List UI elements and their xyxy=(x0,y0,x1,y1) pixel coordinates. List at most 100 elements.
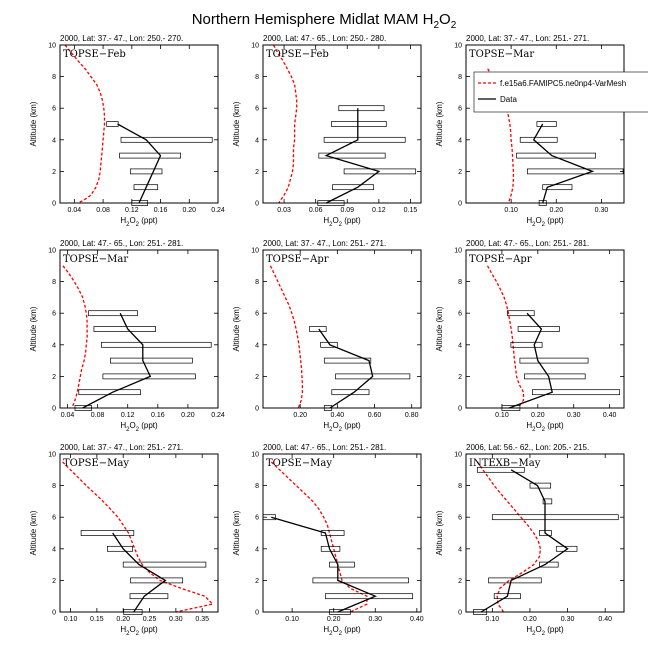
x-tick-label: 0.04 xyxy=(68,207,82,214)
x-tick-label: 0.15 xyxy=(404,207,418,214)
panel-header: 2000, Lat: 47.- 65., Lon: 251.- 281. xyxy=(466,239,589,248)
y-axis-label: Altitude (km) xyxy=(232,101,241,146)
y-tick-label: 8 xyxy=(52,279,56,286)
y-tick-label: 4 xyxy=(52,137,56,144)
figure-title: Northern Hemisphere Midlat MAM H2O2 xyxy=(192,11,457,31)
y-tick-label: 8 xyxy=(255,483,259,490)
y-tick-label: 4 xyxy=(458,137,462,144)
x-axis-label-part: 2 xyxy=(126,427,130,433)
obs-range-box xyxy=(536,121,557,127)
y-tick-label: 0 xyxy=(458,201,462,208)
title-main: Northern Hemisphere Midlat MAM H xyxy=(192,11,434,28)
obs-range-box xyxy=(338,105,385,112)
y-tick-label: 6 xyxy=(255,311,259,318)
y-tick-label: 2 xyxy=(52,578,56,585)
y-tick-label: 0 xyxy=(255,406,259,413)
x-axis-label-part: 2 xyxy=(339,631,343,637)
x-axis-label-part: H xyxy=(526,421,532,430)
plot-frame xyxy=(262,44,422,204)
obs-range-box xyxy=(107,545,134,552)
y-tick-label: 4 xyxy=(255,137,259,144)
panel-tag: TOPSE−Mar xyxy=(63,254,128,265)
obs-range-box xyxy=(106,121,119,127)
x-tick-label: 0.80 xyxy=(405,412,419,419)
panel-9: 2006, Lat: 56.- 62., Lon: 205.- 215. 0.10… xyxy=(435,443,625,637)
y-tick-label: 4 xyxy=(255,546,259,553)
obs-range-box xyxy=(312,577,409,584)
y-tick-label: 2 xyxy=(458,169,462,176)
x-tick-label: 0.24 xyxy=(211,207,225,214)
y-tick-label: 8 xyxy=(255,74,259,81)
obs-range-box xyxy=(325,593,414,600)
x-tick-label: 0.20 xyxy=(549,207,563,214)
obs-range-box xyxy=(519,357,589,364)
x-tick-label: 0.30 xyxy=(169,616,183,623)
y-tick-label: 8 xyxy=(458,483,462,490)
y-tick-label: 10 xyxy=(251,43,259,50)
panel-tag: TOPSE−Apr xyxy=(266,254,329,265)
x-axis-label-part: O xyxy=(129,216,135,225)
x-axis-label-part: 2 xyxy=(136,222,140,228)
obs-range-box xyxy=(78,389,141,396)
legend-model-label: f.e15a6.FAMIPC5.ne0np4-VarMesh xyxy=(500,79,626,88)
model-line xyxy=(272,44,298,204)
obs-line xyxy=(324,108,381,204)
y-tick-label: 10 xyxy=(48,43,56,50)
x-axis-label-part: H xyxy=(120,216,126,225)
obs-range-box xyxy=(524,373,586,380)
plot-frame xyxy=(262,249,422,409)
x-tick-label: 0.20 xyxy=(327,616,341,623)
y-tick-label: 2 xyxy=(255,374,259,381)
x-tick-label: 0.16 xyxy=(151,412,165,419)
legend-box xyxy=(473,71,648,113)
obs-line xyxy=(508,312,553,409)
obs-range-box xyxy=(542,184,573,191)
obs-range-box xyxy=(323,357,372,364)
x-tick-label: 0.08 xyxy=(96,207,110,214)
obs-line xyxy=(82,312,152,409)
plot-frame xyxy=(465,453,625,613)
obs-range-box xyxy=(129,593,169,600)
plot-frame xyxy=(59,453,219,613)
x-axis-label: H2O2 (ppt) xyxy=(526,421,564,433)
obs-range-box xyxy=(510,341,543,348)
x-axis-label-part: O xyxy=(535,625,541,634)
obs-range-box xyxy=(527,168,624,175)
x-axis-label: H2O2 (ppt) xyxy=(323,216,361,228)
panel-header: 2000, Lat: 37.- 47., Lon: 251.- 271. xyxy=(263,239,386,248)
y-tick-label: 0 xyxy=(52,610,56,617)
y-tick-label: 8 xyxy=(458,74,462,81)
x-tick-label: 0.40 xyxy=(410,616,424,623)
y-tick-label: 6 xyxy=(458,311,462,318)
x-axis-label-part: H xyxy=(323,625,329,634)
y-tick-label: 6 xyxy=(458,515,462,522)
x-axis-label-part: (ppt) xyxy=(545,421,564,430)
x-axis-label: H2O2 (ppt) xyxy=(120,625,158,637)
x-axis-label-part: O xyxy=(129,625,135,634)
panel-header: 2000, Lat: 47.- 65., Lon: 250.- 280. xyxy=(263,34,386,43)
x-tick-label: 0.03 xyxy=(277,207,291,214)
panel-header: 2006, Lat: 56.- 62., Lon: 205.- 215. xyxy=(466,443,589,452)
x-axis-label-part: (ppt) xyxy=(342,421,361,430)
x-tick-label: 0.08 xyxy=(91,412,105,419)
y-axis-label: Altitude (km) xyxy=(29,101,38,146)
x-tick-label: 0.15 xyxy=(90,616,104,623)
x-axis-label-part: 2 xyxy=(329,631,333,637)
x-tick-label: 0.20 xyxy=(523,616,537,623)
x-axis-label-part: O xyxy=(332,421,338,430)
obs-range-box xyxy=(130,577,184,584)
y-tick-label: 4 xyxy=(458,342,462,349)
obs-line xyxy=(532,123,595,204)
x-axis-label-part: 2 xyxy=(339,222,343,228)
y-axis-label: Altitude (km) xyxy=(435,306,444,351)
y-tick-label: 10 xyxy=(251,452,259,459)
x-axis-label-part: O xyxy=(129,421,135,430)
obs-range-box xyxy=(110,357,193,364)
x-axis-label-part: H xyxy=(526,216,532,225)
y-tick-label: 0 xyxy=(255,201,259,208)
y-axis-label: Altitude (km) xyxy=(29,306,38,351)
y-tick-label: 10 xyxy=(454,248,462,255)
x-tick-label: 0.20 xyxy=(293,412,307,419)
panel-7: 2000, Lat: 37.- 47., Lon: 251.- 271. 0.10… xyxy=(29,443,219,637)
